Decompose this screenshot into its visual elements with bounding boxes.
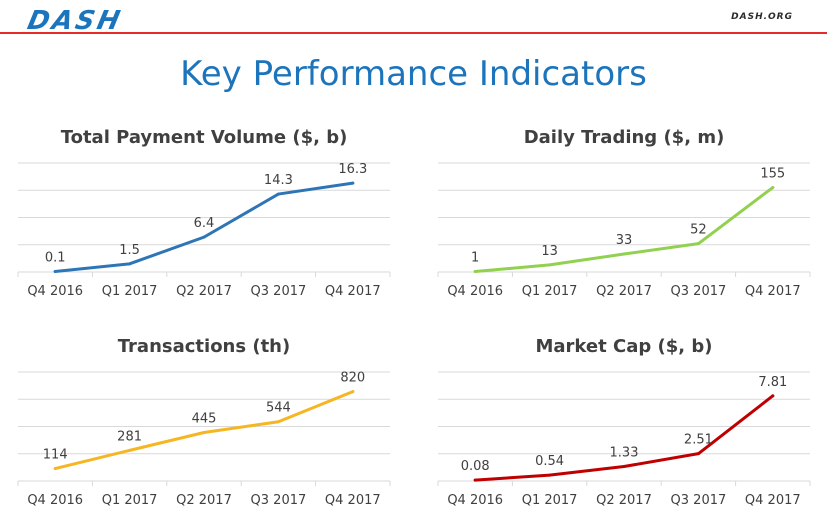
data-label: 16.3 [338, 162, 367, 177]
x-tick-label: Q4 2016 [27, 284, 83, 299]
data-label: 1 [471, 250, 479, 265]
data-label: 6.4 [194, 216, 215, 231]
data-label: 0.1 [45, 250, 66, 265]
x-tick-label: Q4 2017 [745, 284, 801, 299]
data-point [548, 473, 552, 477]
data-label: 2.51 [684, 433, 713, 448]
x-tick-label: Q4 2017 [325, 493, 381, 508]
x-tick-label: Q1 2017 [102, 284, 158, 299]
chart-daily-trading: 1 13 33 52 155 Q4 2016 Q1 2017 Q2 2017 Q3 2017 Q4… [437, 162, 811, 299]
data-point [771, 186, 775, 190]
chart-title-daily-trading: Daily Trading ($, m) [523, 127, 725, 148]
data-label: 0.54 [535, 454, 564, 469]
x-tick-label: Q1 2017 [522, 493, 578, 508]
chart-title-market-cap: Market Cap ($, b) [535, 336, 713, 357]
series-line [53, 390, 355, 471]
data-point [351, 181, 355, 185]
data-label: 281 [117, 429, 142, 444]
data-point [622, 252, 626, 256]
data-label: 7.81 [758, 375, 787, 390]
header-rule [0, 32, 827, 34]
data-point [548, 263, 552, 267]
x-tick-label: Q4 2016 [447, 284, 503, 299]
data-label: 1.5 [119, 243, 140, 258]
data-label: 114 [43, 448, 68, 463]
data-point [128, 448, 132, 452]
chart-market-cap: 0.08 0.54 1.33 2.51 7.81 Q4 2016 Q1 2017 Q2 201… [437, 371, 811, 508]
x-tick-label: Q3 2017 [671, 284, 727, 299]
data-point [771, 394, 775, 398]
data-point [276, 420, 280, 424]
data-point [276, 192, 280, 196]
data-point [202, 235, 206, 239]
data-point [696, 452, 700, 456]
site-url[interactable]: DASH.ORG [731, 12, 793, 22]
x-tick-label: Q4 2017 [325, 284, 381, 299]
x-tick-label: Q1 2017 [522, 284, 578, 299]
chart-title-payment-volume: Total Payment Volume ($, b) [60, 127, 348, 148]
x-tick-label: Q1 2017 [102, 493, 158, 508]
chart-transactions: 114 281 445 544 820 Q4 2016 Q1 2017 Q2 2017 Q3 2… [17, 371, 391, 508]
data-point [351, 390, 355, 394]
chart-payment-volume: 0.1 1.5 6.4 14.3 16.3 Q4 2016 Q1 2017 Q2 2017 Q3… [17, 162, 391, 299]
data-point [696, 242, 700, 246]
data-label: 14.3 [264, 173, 293, 188]
chart-title-transactions: Transactions (th) [117, 336, 291, 357]
series-line [473, 186, 775, 273]
data-label: 445 [192, 411, 217, 426]
data-label: 52 [690, 223, 707, 238]
header: DASH DASH.ORG [0, 0, 827, 46]
x-tick-label: Q4 2016 [27, 493, 83, 508]
x-tick-label: Q3 2017 [251, 493, 307, 508]
data-point [622, 465, 626, 469]
data-label: 544 [266, 401, 291, 416]
x-tick-label: Q2 2017 [596, 493, 652, 508]
data-label: 0.08 [461, 459, 490, 474]
x-tick-label: Q3 2017 [671, 493, 727, 508]
data-label: 155 [760, 167, 785, 182]
x-tick-label: Q4 2016 [447, 493, 503, 508]
data-point [128, 262, 132, 266]
data-point [202, 430, 206, 434]
data-label: 33 [616, 233, 633, 248]
data-point [473, 478, 477, 482]
data-point [473, 269, 477, 273]
x-tick-label: Q3 2017 [251, 284, 307, 299]
x-tick-label: Q2 2017 [176, 493, 232, 508]
data-label: 1.33 [610, 446, 639, 461]
page-title: Key Performance Indicators [180, 54, 647, 94]
data-point [53, 467, 57, 471]
x-tick-label: Q4 2017 [745, 493, 801, 508]
x-tick-label: Q2 2017 [596, 284, 652, 299]
data-label: 820 [340, 371, 365, 386]
data-label: 13 [541, 244, 558, 259]
x-tick-label: Q2 2017 [176, 284, 232, 299]
data-point [53, 269, 57, 273]
